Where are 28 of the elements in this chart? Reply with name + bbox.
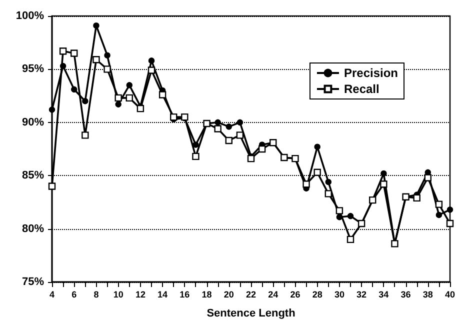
- legend-label: Recall: [344, 82, 380, 96]
- x-tick-label: 24: [268, 290, 278, 300]
- y-tick-label: 100%: [16, 10, 44, 22]
- y-tick-label: 95%: [22, 63, 44, 76]
- x-tick-label: 20: [224, 290, 234, 300]
- x-tick-label: 6: [72, 290, 77, 300]
- x-tick-label: 22: [246, 290, 256, 300]
- y-tick-label: 75%: [22, 276, 44, 288]
- x-tick-label: 34: [378, 290, 389, 300]
- x-tick-label: 16: [180, 290, 190, 300]
- x-tick-label: 10: [113, 290, 124, 300]
- x-tick-label: 28: [312, 290, 322, 300]
- y-tick-label: 80%: [22, 222, 44, 235]
- x-tick-label: 18: [202, 290, 212, 300]
- x-tick-label: 12: [135, 290, 146, 300]
- x-tick-label: 32: [356, 290, 367, 300]
- y-tick-label: 90%: [22, 116, 44, 128]
- x-tick-label: 36: [400, 290, 411, 300]
- x-tick-label: 38: [422, 290, 433, 300]
- y-tick-label: 85%: [22, 170, 44, 182]
- x-tick-label: 4: [49, 290, 55, 300]
- x-tick-label: 26: [290, 290, 300, 300]
- x-tick-label: 8: [94, 290, 99, 300]
- legend-label: Precision: [344, 66, 398, 80]
- x-tick-label: 30: [334, 290, 344, 300]
- x-axis-title: Sentence Length: [206, 308, 296, 320]
- x-tick-label: 40: [444, 290, 456, 300]
- x-tick-label: 14: [158, 290, 168, 300]
